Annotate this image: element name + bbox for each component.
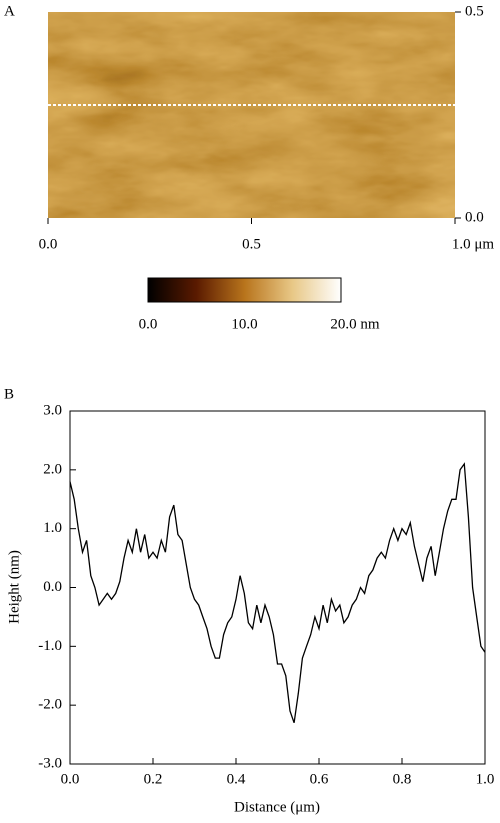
y-tick-label: 2.0 [43, 461, 62, 477]
y-axis-label: Height (nm) [6, 550, 22, 624]
x-tick-label: 0.8 [393, 771, 412, 787]
colorbar-tick-label: 0.0 [139, 316, 158, 332]
y-tick-label: -1.0 [38, 638, 62, 654]
y-tick-label: 3.0 [43, 402, 62, 418]
y-tick-label: 0.0 [43, 579, 62, 595]
x-tick-label: 1.0 μm [452, 236, 495, 252]
x-tick-label: 0.4 [227, 771, 246, 787]
colorbar-tick-label: 10.0 [231, 316, 257, 332]
panel-label: B [4, 386, 14, 402]
x-axis-label: Distance (μm) [234, 799, 320, 815]
x-tick-label: 0.2 [144, 771, 163, 787]
colorbar-tick-label: 20.0 nm [330, 316, 380, 332]
y-tick-label: 0.0 [465, 209, 484, 225]
plot-frame [69, 410, 486, 765]
y-tick-label: 0.5 [465, 3, 484, 19]
x-tick-label: 0.0 [39, 236, 58, 252]
x-tick-label: 1.0 [476, 771, 495, 787]
afm-image [48, 12, 455, 218]
x-tick-label: 0.6 [310, 771, 329, 787]
profile-line [69, 462, 486, 724]
panel-label: A [4, 3, 15, 19]
x-tick-label: 0.5 [242, 236, 261, 252]
x-tick-label: 0.0 [61, 771, 80, 787]
colorbar [147, 277, 342, 303]
y-tick-label: -3.0 [38, 755, 62, 771]
y-tick-label: 1.0 [43, 520, 62, 536]
y-tick-label: -2.0 [38, 697, 62, 713]
